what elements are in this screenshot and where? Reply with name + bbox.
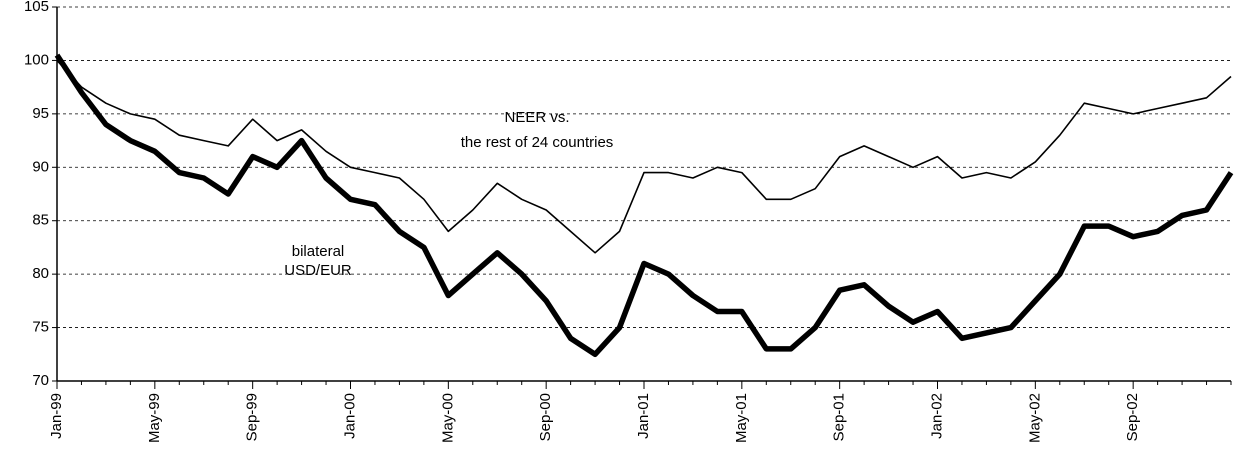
annotation: bilateral [292,243,345,260]
annotation: the rest of 24 countries [461,134,614,151]
y-tick-label: 75 [32,319,49,336]
x-tick-label: May-02 [1026,393,1043,443]
y-tick-label: 80 [32,265,49,282]
x-tick-label: Jan-01 [635,393,652,439]
y-tick-label: 105 [24,0,49,15]
x-tick-label: May-00 [439,393,456,443]
y-tick-label: 70 [32,372,49,389]
annotation: USD/EUR [284,262,352,279]
x-tick-label: May-99 [146,393,163,443]
series-line [54,53,1234,358]
y-tick-label: 95 [32,105,49,122]
x-tick-label: Jan-99 [48,393,65,439]
x-tick-label: Jan-02 [928,393,945,439]
x-tick-label: May-01 [733,393,750,443]
x-tick-label: Sep-02 [1124,393,1141,441]
y-tick-label: 90 [32,158,49,175]
y-tick-label: 85 [32,212,49,229]
x-tick-label: Sep-99 [244,393,261,441]
y-tick-label: 100 [24,51,49,68]
series-line [56,59,1232,254]
x-tick-label: Sep-01 [831,393,848,441]
annotation: NEER vs. [504,109,569,126]
x-tick-label: Sep-00 [537,393,554,441]
x-tick-label: Jan-00 [341,393,358,439]
